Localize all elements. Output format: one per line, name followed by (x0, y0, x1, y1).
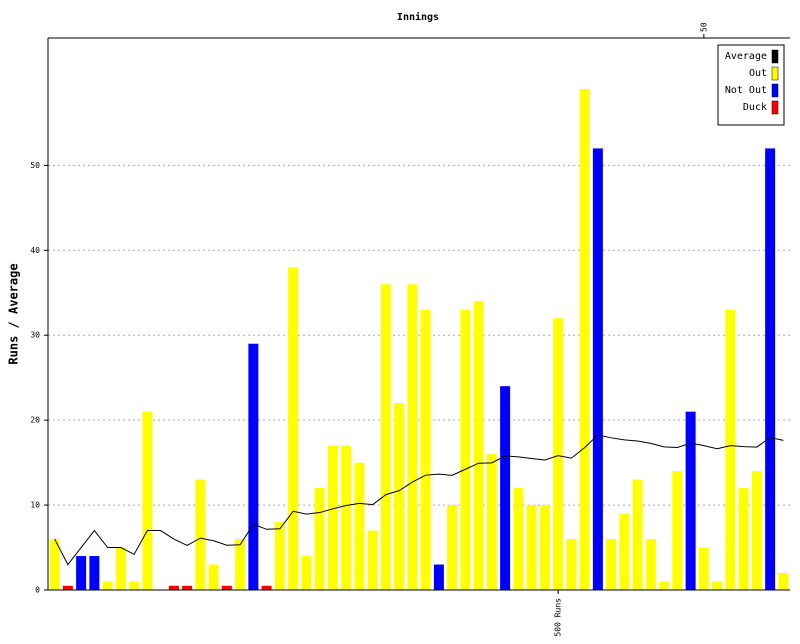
bar (712, 581, 723, 590)
bar (102, 581, 113, 590)
bar (433, 564, 444, 590)
bar (129, 581, 140, 590)
legend-swatch (771, 66, 779, 81)
bar (76, 556, 87, 590)
y-tick-label: 20 (30, 416, 40, 425)
bar (513, 488, 524, 590)
bar (327, 445, 338, 590)
bar (738, 488, 749, 590)
bar (89, 556, 100, 590)
bar (248, 343, 259, 590)
annotation: 500 Runs (554, 598, 563, 637)
bar (301, 556, 312, 590)
bar (460, 309, 471, 590)
bar (195, 479, 206, 590)
bar (672, 471, 683, 590)
bar (632, 479, 643, 590)
bar (288, 267, 299, 590)
bar (765, 148, 776, 590)
bar (367, 530, 378, 590)
legend-swatch (771, 83, 779, 98)
bar (685, 411, 696, 590)
bar (751, 471, 762, 590)
legend-label: Average (725, 51, 767, 62)
bar (566, 539, 577, 590)
legend-swatch (771, 100, 779, 115)
bar (619, 513, 630, 590)
legend-label: Duck (743, 102, 767, 113)
bar (447, 505, 458, 590)
bar (182, 585, 193, 590)
bar (115, 547, 126, 590)
bar (778, 573, 789, 590)
average-line (54, 434, 784, 566)
bar (341, 445, 352, 590)
y-axis-label: Runs / Average (7, 263, 21, 364)
bar (235, 539, 246, 590)
legend-label: Out (749, 68, 767, 79)
bar (394, 403, 405, 590)
bar (314, 488, 325, 590)
bar (592, 148, 603, 590)
y-tick-label: 0 (35, 586, 40, 595)
bar (420, 309, 431, 590)
y-tick-label: 40 (30, 246, 40, 255)
bar (539, 505, 550, 590)
bar (407, 284, 418, 590)
bar (168, 585, 179, 590)
chart-title: Innings (397, 11, 439, 23)
y-tick-label: 10 (30, 501, 40, 510)
bar (698, 547, 709, 590)
legend: Average Out Not Out Duck (717, 44, 785, 126)
bar (274, 522, 285, 590)
y-tick-label: 50 (30, 161, 40, 170)
bar (208, 564, 219, 590)
bar (62, 585, 73, 590)
legend-label: Not Out (725, 85, 767, 96)
bar (261, 585, 272, 590)
bar (473, 301, 484, 590)
bar (500, 386, 511, 590)
bar (49, 539, 60, 590)
bar (380, 284, 391, 590)
bar (553, 318, 564, 590)
legend-swatch (771, 49, 779, 64)
annotation: 50 (699, 22, 708, 32)
bar (579, 88, 590, 590)
bar (725, 309, 736, 590)
bar (606, 539, 617, 590)
bar (221, 585, 232, 590)
bar (354, 462, 365, 590)
bar (645, 539, 656, 590)
bar (526, 505, 537, 590)
bar (486, 454, 497, 590)
y-tick-label: 30 (30, 331, 40, 340)
bar (659, 581, 670, 590)
bar (142, 411, 153, 590)
